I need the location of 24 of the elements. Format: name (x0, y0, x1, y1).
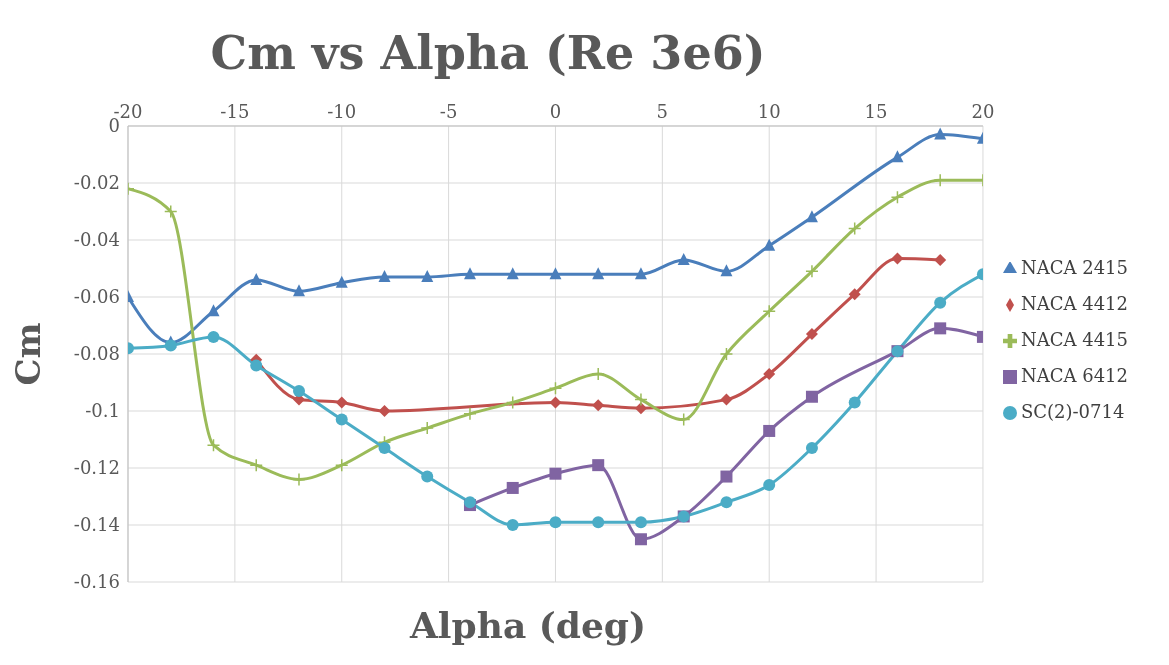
legend-label: NACA 4415 (1020, 329, 1128, 350)
y-tick-label: -0.14 (73, 514, 120, 536)
x-tick-label: 10 (757, 101, 781, 122)
x-tick-label: 20 (971, 101, 995, 122)
x-tick-label: -5 (439, 101, 458, 122)
y-axis-title: Cm (8, 322, 49, 386)
chart-title: Cm vs Alpha (Re 3e6) (209, 25, 767, 80)
y-tick-label: -0.12 (73, 457, 120, 479)
y-tick-label: -0.16 (73, 571, 120, 593)
legend-label: NACA 4412 (1020, 293, 1128, 314)
y-tick-label: -0.02 (73, 172, 120, 194)
x-tick-label: 0 (549, 101, 562, 122)
legend-label: NACA 2415 (1020, 257, 1128, 278)
y-tick-label: -0.1 (85, 400, 120, 422)
y-tick-label: -0.04 (73, 229, 120, 251)
y-tick-label: -0.08 (73, 343, 120, 365)
x-tick-label: 15 (864, 101, 888, 122)
x-tick-label: -10 (327, 101, 357, 122)
legend-label: SC(2)-0714 (1020, 401, 1125, 422)
x-axis-title: Alpha (deg) (408, 604, 648, 646)
x-tick-label: 5 (656, 101, 669, 122)
y-tick-label: -0.06 (73, 286, 120, 308)
legend-label: NACA 6412 (1020, 365, 1128, 386)
x-tick-label: -15 (220, 101, 250, 122)
